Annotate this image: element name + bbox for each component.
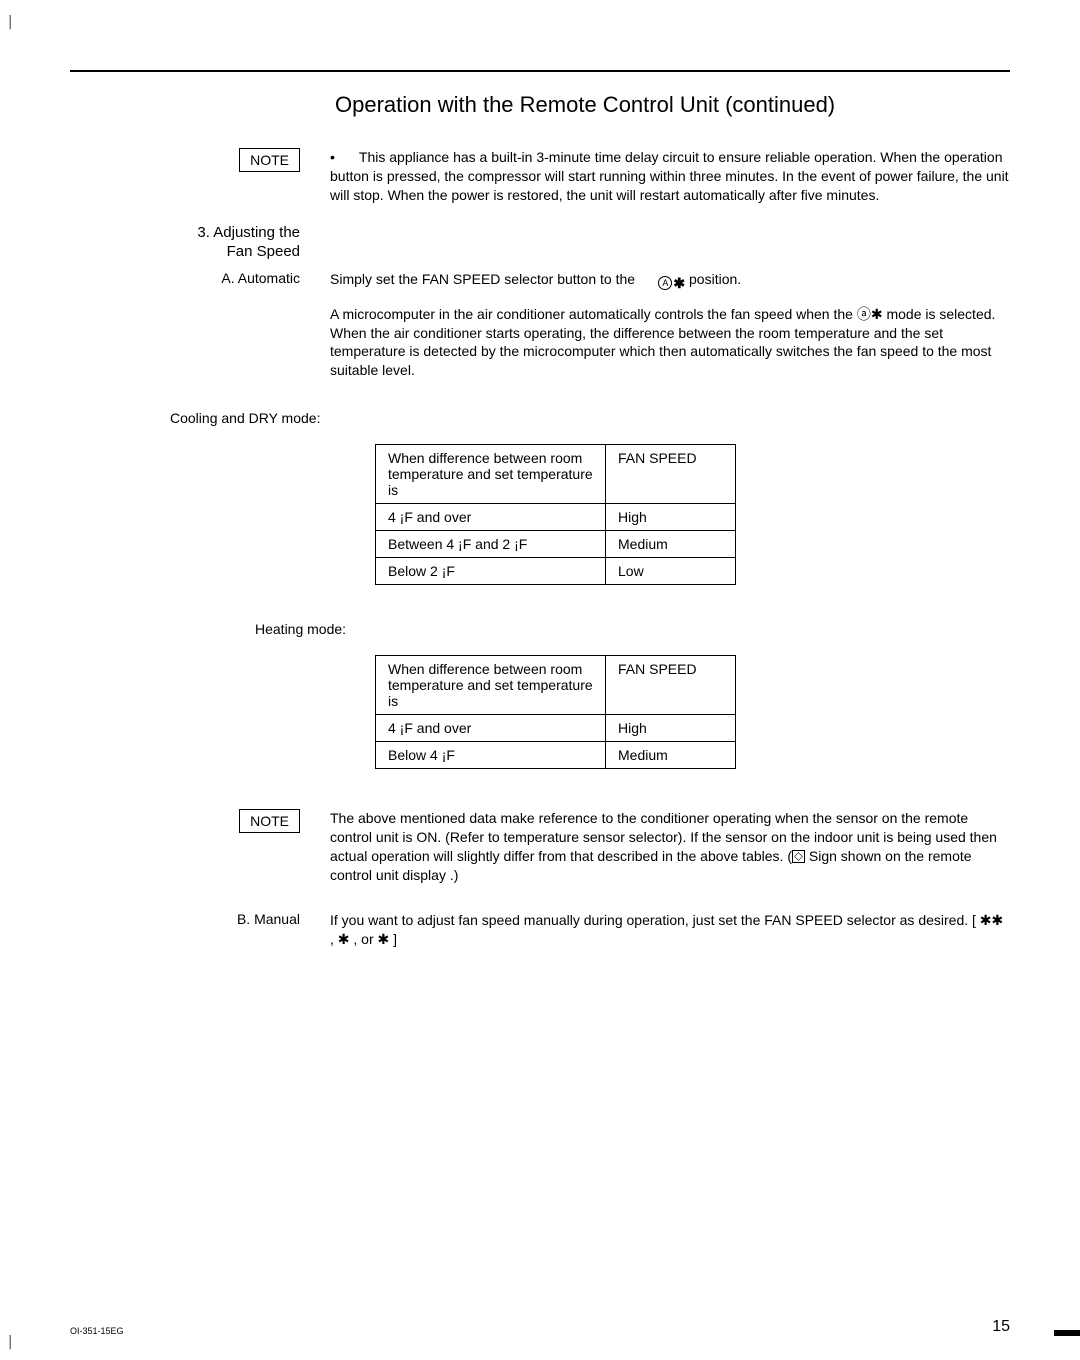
note-left-col: NOTE xyxy=(70,148,330,172)
heating-r1-c1: Below 4 ¡F xyxy=(376,742,606,769)
horizontal-rule xyxy=(70,70,1010,72)
manual-text: If you want to adjust fan speed manually… xyxy=(330,911,1010,949)
cooling-col1-head: When difference between room temperature… xyxy=(376,445,606,504)
note2-text: The above mentioned data make reference … xyxy=(330,809,1010,885)
auto-fan-icon: A✱ xyxy=(658,274,685,293)
cooling-dry-label: Cooling and DRY mode: xyxy=(170,410,1010,426)
note-box-2: NOTE xyxy=(239,809,300,833)
heating-col1-head: When difference between room temperature… xyxy=(376,656,606,715)
heating-table: When difference between room temperature… xyxy=(375,655,736,769)
bullet: • xyxy=(330,149,335,165)
note-row-1: NOTE •This appliance has a built-in 3-mi… xyxy=(70,148,1010,205)
fan-blades-icon: ✱ xyxy=(673,274,685,293)
footer: OI-351-15EG 15 xyxy=(70,1318,1010,1336)
footer-page: 15 xyxy=(992,1318,1010,1336)
heating-label: Heating mode: xyxy=(255,621,1010,637)
table-row: When difference between room temperature… xyxy=(376,656,736,715)
edge-mark-top: | xyxy=(6,14,14,30)
section-3-heading: 3. Adjusting the Fan Speed xyxy=(70,223,330,262)
automatic-label: A. Automatic xyxy=(70,270,330,286)
edge-mark-bottom: | xyxy=(6,1334,14,1350)
automatic-text: Simply set the FAN SPEED selector button… xyxy=(330,270,1010,381)
cooling-r2-c1: Below 2 ¡F xyxy=(376,558,606,585)
manual-label: B. Manual xyxy=(70,911,330,927)
table-row: Between 4 ¡F and 2 ¡F Medium xyxy=(376,531,736,558)
section3-line2: Fan Speed xyxy=(70,242,300,262)
automatic-paragraph: A microcomputer in the air conditioner a… xyxy=(330,305,1010,381)
page-title: Operation with the Remote Control Unit (… xyxy=(335,92,1010,118)
heating-r0-c1: 4 ¡F and over xyxy=(376,715,606,742)
auto-text-pre: Simply set the FAN SPEED selector button… xyxy=(330,271,639,287)
display-sign-icon xyxy=(792,850,805,863)
cooling-col2-head: FAN SPEED xyxy=(606,445,736,504)
heating-r1-c2: Medium xyxy=(606,742,736,769)
section-3: 3. Adjusting the Fan Speed A. Automatic … xyxy=(70,223,1010,381)
note-row-2: NOTE The above mentioned data make refer… xyxy=(70,809,1010,885)
cooling-r1-c2: Medium xyxy=(606,531,736,558)
circle-a-icon: A xyxy=(658,276,672,290)
note1-body: This appliance has a built-in 3-minute t… xyxy=(330,149,1009,203)
note2-left: NOTE xyxy=(70,809,330,833)
table-row: Below 2 ¡F Low xyxy=(376,558,736,585)
table-row: Below 4 ¡F Medium xyxy=(376,742,736,769)
cooling-r0-c2: High xyxy=(606,504,736,531)
auto-text-tail: position. xyxy=(689,271,741,287)
heating-col2-head: FAN SPEED xyxy=(606,656,736,715)
table-row: When difference between room temperature… xyxy=(376,445,736,504)
cooling-r0-c1: 4 ¡F and over xyxy=(376,504,606,531)
cooling-r1-c1: Between 4 ¡F and 2 ¡F xyxy=(376,531,606,558)
footer-code: OI-351-15EG xyxy=(70,1326,124,1336)
table-row: 4 ¡F and over High xyxy=(376,504,736,531)
note1-text: •This appliance has a built-in 3-minute … xyxy=(330,148,1010,205)
manual-row: B. Manual If you want to adjust fan spee… xyxy=(70,911,1010,949)
section3-line1: 3. Adjusting the xyxy=(70,223,300,243)
heating-r0-c2: High xyxy=(606,715,736,742)
table-row: 4 ¡F and over High xyxy=(376,715,736,742)
cooling-table: When difference between room temperature… xyxy=(375,444,736,585)
cooling-r2-c2: Low xyxy=(606,558,736,585)
note-box: NOTE xyxy=(239,148,300,172)
automatic-row: A. Automatic Simply set the FAN SPEED se… xyxy=(70,270,1010,381)
footer-black-bar xyxy=(1054,1330,1080,1336)
